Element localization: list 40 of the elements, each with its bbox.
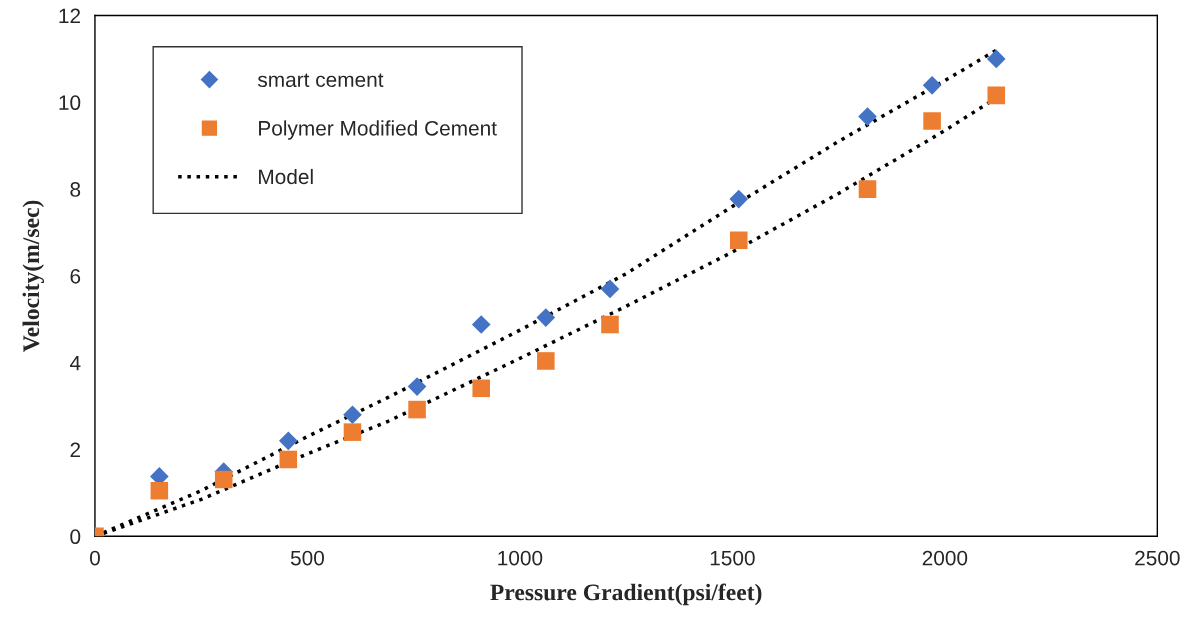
point bbox=[279, 450, 298, 469]
x-tick-label: 2000 bbox=[922, 550, 968, 566]
y-tick-label: 12 bbox=[59, 8, 81, 24]
x-tick-label: 1000 bbox=[498, 550, 543, 566]
point bbox=[858, 107, 877, 126]
y-tick-label: 2 bbox=[70, 442, 81, 458]
legend-label: smart cement bbox=[257, 73, 384, 88]
y-tick-label: 8 bbox=[70, 182, 81, 197]
y-tick-label: 6 bbox=[70, 268, 81, 284]
x-tick-label: 500 bbox=[290, 550, 324, 566]
point bbox=[343, 423, 362, 441]
point bbox=[278, 431, 298, 451]
point bbox=[537, 352, 555, 370]
x-axis-title: Pressure Gradient(psi/feet) bbox=[490, 583, 762, 606]
point bbox=[471, 315, 491, 334]
point bbox=[729, 231, 748, 250]
point bbox=[923, 112, 941, 130]
point bbox=[214, 470, 233, 489]
x-tick-label: 2500 bbox=[1135, 550, 1180, 566]
point bbox=[729, 189, 749, 209]
point bbox=[343, 405, 362, 425]
point bbox=[472, 379, 491, 398]
point bbox=[858, 180, 877, 198]
y-tick-label: 0 bbox=[70, 529, 81, 545]
y-tick-label: 4 bbox=[69, 355, 81, 371]
point bbox=[986, 49, 1006, 69]
point bbox=[536, 308, 556, 327]
y-tick-label: 10 bbox=[59, 95, 81, 111]
legend-label: Model bbox=[259, 168, 313, 185]
point bbox=[150, 481, 169, 500]
x-tick-label: 0 bbox=[89, 550, 100, 566]
point bbox=[407, 377, 427, 396]
x-tick-label: 1500 bbox=[710, 550, 755, 566]
legend-label: Polymer Modified Cement bbox=[259, 120, 497, 140]
point bbox=[600, 279, 620, 299]
point bbox=[601, 315, 619, 334]
point bbox=[987, 86, 1006, 105]
point bbox=[922, 76, 942, 95]
y-axis-title: Velocity(m/sec) bbox=[22, 200, 45, 352]
point bbox=[408, 400, 426, 419]
